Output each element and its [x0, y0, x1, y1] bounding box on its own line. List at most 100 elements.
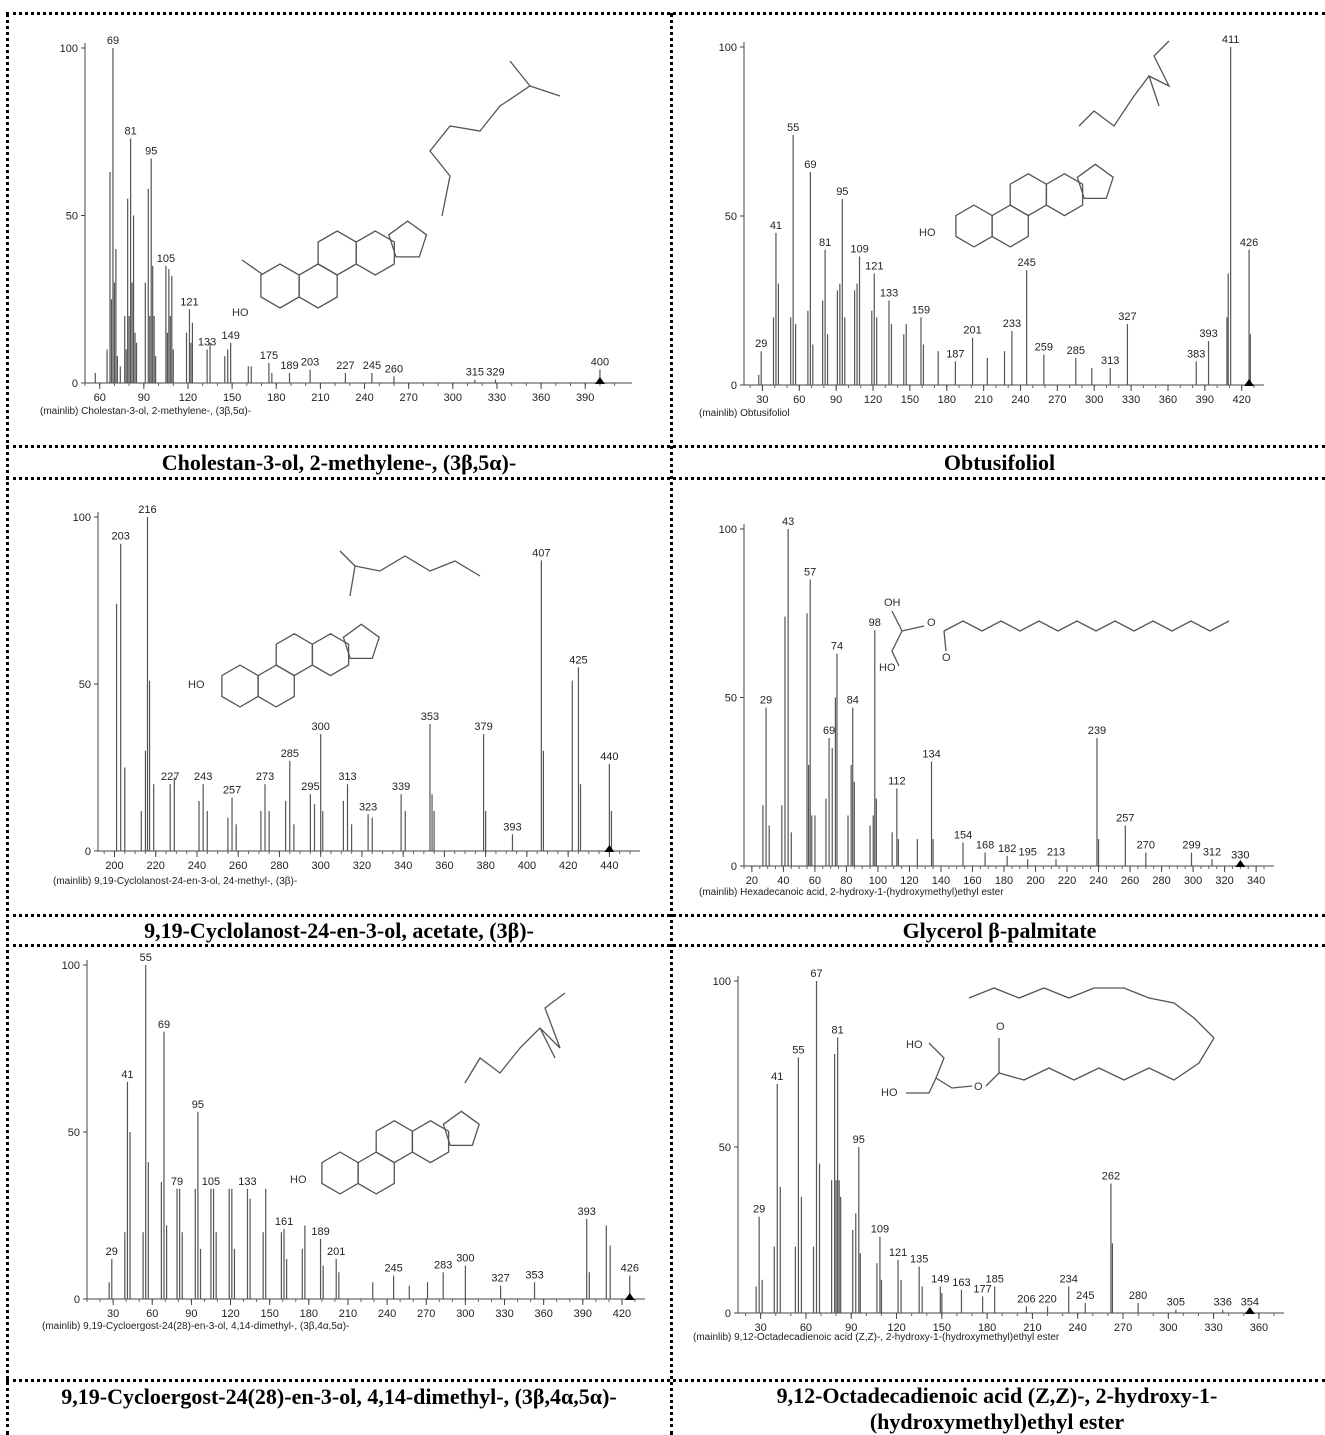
x-tick-label: 120 — [900, 875, 918, 887]
hydroxyl-label: HO — [919, 227, 936, 239]
peak-label: 95 — [836, 186, 848, 198]
y-tick-label: 100 — [713, 976, 731, 988]
grid-top-border — [6, 12, 1325, 15]
peak-label: 379 — [474, 721, 492, 733]
peak-label: 98 — [869, 617, 881, 629]
peak-label: 353 — [525, 1269, 543, 1281]
peak-label: 400 — [591, 357, 609, 369]
x-tick-label: 240 — [1011, 394, 1029, 406]
peak-label: 203 — [301, 357, 319, 369]
x-tick-label: 420 — [559, 860, 577, 872]
spectrum-chart-4: 0 50 100 20 40 60 80 100 120 140 160 180 200 220 240 26… — [699, 516, 1274, 898]
side-chain — [464, 992, 566, 1084]
peak-label: 260 — [385, 363, 403, 375]
x-tick-label: 90 — [138, 392, 150, 404]
peak-label: 81 — [819, 237, 831, 249]
peak-label: 426 — [621, 1263, 639, 1275]
grid-left-border — [6, 13, 9, 1435]
peak-label: 220 — [1038, 1293, 1056, 1305]
peak-label: 159 — [912, 304, 930, 316]
ester-bond — [901, 625, 925, 632]
hydroxyl-label: HO — [188, 679, 205, 691]
library-label: (mainlib) 9,19-Cyclolanost-24-en-3-ol, 2… — [53, 876, 297, 887]
peak-label: 149 — [221, 330, 239, 342]
peak-label: 201 — [963, 325, 981, 337]
peak-label: 313 — [338, 771, 356, 783]
x-tick-label: 270 — [399, 392, 417, 404]
x-tick-label: 150 — [901, 394, 919, 406]
x-tick-label: 180 — [938, 394, 956, 406]
x-tick-label: 210 — [1023, 1322, 1041, 1334]
peak-label: 154 — [954, 829, 972, 841]
y-tick-label: 50 — [725, 693, 737, 705]
side-chain — [429, 85, 561, 217]
x-tick-label: 360 — [534, 1308, 552, 1320]
peak-label: 257 — [223, 785, 241, 797]
caption-3: 9,19-Cyclolanost-24-en-3-ol, acetate, (3… — [144, 917, 534, 943]
spectrum-chart-5: 0 50 100 30 60 90 120 150 180 210 240 270 300 330 360 3… — [42, 952, 645, 1332]
peak-label: 105 — [202, 1176, 220, 1188]
peak-label: 203 — [112, 531, 130, 543]
peak-label: 67 — [810, 968, 822, 980]
peak-label: 313 — [1101, 355, 1119, 367]
peak-label: 227 — [336, 360, 354, 372]
carbonyl-oxygen-label: O — [942, 652, 951, 664]
peak-label: 440 — [600, 751, 618, 763]
grid-row3-chart-divider — [6, 1379, 1325, 1382]
peak-label: 121 — [889, 1247, 907, 1259]
side-chain-branch — [1148, 75, 1160, 107]
molecule-structure-1 — [260, 220, 428, 309]
peak-label: 177 — [973, 1283, 991, 1295]
peak-label: 41 — [771, 1071, 783, 1083]
peak-label: 323 — [359, 801, 377, 813]
peak-label: 383 — [1187, 348, 1205, 360]
x-tick-label: 360 — [532, 392, 550, 404]
fatty-acid-chain-lower — [985, 1037, 1215, 1087]
x-tick-label: 380 — [476, 860, 494, 872]
x-tick-label: 150 — [933, 1322, 951, 1334]
y-tick-label: 50 — [79, 679, 91, 691]
x-tick-label: 360 — [1250, 1322, 1268, 1334]
peak-label: 185 — [985, 1273, 1003, 1285]
peak-label: 29 — [753, 1204, 765, 1216]
peak-label: 81 — [832, 1024, 844, 1036]
peak-label: 206 — [1017, 1293, 1035, 1305]
peak-label: 213 — [1047, 846, 1065, 858]
peak-label: 227 — [161, 771, 179, 783]
spectrum-panel-6: 0 50 100 30 60 90 120 150 180 210 240 270 300 330 360 2… — [674, 948, 1325, 1378]
x-tick-label: 270 — [1048, 394, 1066, 406]
peak-label: 336 — [1213, 1297, 1231, 1309]
x-tick-label: 30 — [756, 394, 768, 406]
peak-label: 109 — [871, 1224, 889, 1236]
peak-label: 201 — [327, 1246, 345, 1258]
x-tick-label: 260 — [1121, 875, 1139, 887]
x-tick-label: 150 — [260, 1308, 278, 1320]
peak-label: 407 — [532, 547, 550, 559]
y-tick-label: 50 — [66, 211, 78, 223]
peak-label: 259 — [1035, 342, 1053, 354]
library-label: (mainlib) Cholestan-3-ol, 2-methylene-, … — [40, 406, 251, 417]
peak-label: 43 — [782, 516, 794, 528]
library-label: (mainlib) 9,12-Octadecadienoic acid (Z,Z… — [693, 1332, 1060, 1343]
x-tick-label: 60 — [94, 392, 106, 404]
y-tick-label: 0 — [72, 378, 78, 390]
x-tick-label: 330 — [1122, 394, 1140, 406]
peak-label: 81 — [124, 125, 136, 137]
y-tick-label: 0 — [74, 1294, 80, 1306]
x-tick-label: 100 — [869, 875, 887, 887]
x-tick-label: 270 — [417, 1308, 435, 1320]
x-tick-label: 240 — [355, 392, 373, 404]
ester-oxygen-label: O — [974, 1081, 983, 1093]
peak-label: 245 — [384, 1263, 402, 1275]
x-tick-label: 180 — [300, 1308, 318, 1320]
peak-label: 411 — [1222, 34, 1240, 46]
peak-label: 239 — [1088, 725, 1106, 737]
molecule-structure-5 — [321, 1110, 480, 1195]
x-tick-label: 300 — [1159, 1322, 1177, 1334]
caption-2: Obtusifoliol — [943, 449, 1056, 475]
grid-row1-chart-divider — [6, 445, 1325, 448]
x-tick-label: 200 — [105, 860, 123, 872]
peak-label: 79 — [171, 1176, 183, 1188]
x-tick-label: 20 — [746, 875, 758, 887]
x-tick-label: 210 — [311, 392, 329, 404]
